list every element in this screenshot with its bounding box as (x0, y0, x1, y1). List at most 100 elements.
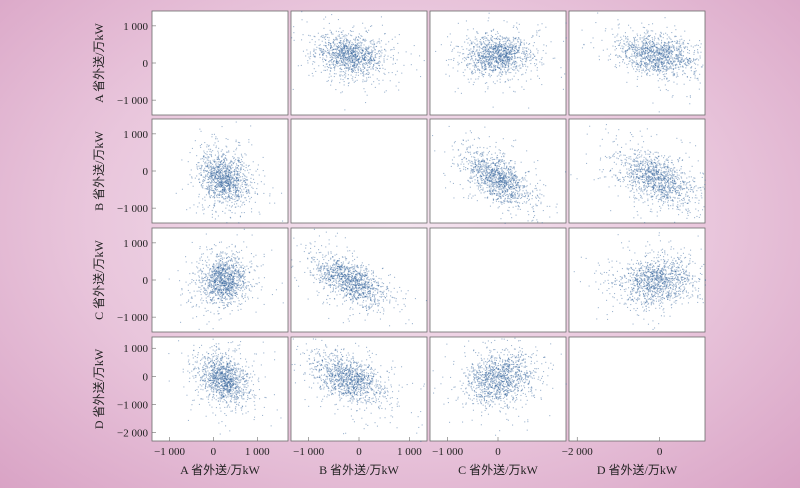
data-point (513, 37, 515, 39)
data-point (351, 59, 353, 61)
data-point (345, 61, 347, 63)
data-point (333, 53, 335, 55)
data-point (225, 185, 227, 187)
data-point (678, 48, 680, 50)
data-point (337, 56, 339, 58)
data-point (675, 67, 677, 69)
data-point (463, 75, 465, 77)
data-point (341, 45, 343, 47)
data-point (351, 58, 353, 60)
data-point (649, 63, 651, 65)
data-point (659, 51, 661, 53)
data-point (531, 198, 533, 200)
data-point (213, 133, 215, 135)
data-point (645, 47, 647, 49)
data-point (499, 81, 501, 83)
data-point (220, 150, 222, 152)
data-point (360, 69, 362, 71)
data-point (643, 48, 645, 50)
data-point (522, 64, 524, 66)
data-point (614, 36, 616, 38)
data-point (474, 70, 476, 72)
data-point (498, 67, 500, 69)
data-point (357, 58, 359, 60)
data-point (686, 96, 688, 98)
data-point (228, 189, 230, 191)
data-point (497, 193, 499, 195)
data-point (509, 57, 511, 59)
data-point (646, 31, 648, 33)
data-point (363, 56, 365, 58)
data-point (491, 36, 493, 38)
data-point (620, 36, 622, 38)
data-point (505, 59, 507, 61)
data-point (489, 47, 491, 49)
data-point (477, 59, 479, 61)
data-point (352, 51, 354, 53)
data-point (472, 72, 474, 74)
data-point (212, 166, 214, 168)
data-point (638, 66, 640, 68)
data-point (342, 51, 344, 53)
data-point (347, 49, 349, 51)
data-point (355, 74, 357, 76)
data-point (664, 17, 666, 19)
data-point (347, 58, 349, 60)
data-point (526, 180, 528, 182)
data-point (467, 63, 469, 65)
data-point (338, 55, 340, 57)
data-point (245, 187, 247, 189)
data-point (531, 57, 533, 59)
data-point (693, 73, 695, 75)
data-point (351, 44, 353, 46)
data-point (479, 161, 481, 163)
data-point (487, 51, 489, 53)
data-point (646, 62, 648, 64)
data-point (353, 53, 355, 55)
data-point (357, 53, 359, 55)
data-point (363, 39, 365, 41)
data-point (228, 165, 230, 167)
data-point (676, 57, 678, 59)
data-point (647, 36, 649, 38)
data-point (339, 50, 341, 52)
data-point (640, 64, 642, 66)
data-point (499, 45, 501, 47)
data-point (487, 50, 489, 52)
data-point (231, 178, 233, 180)
data-point (501, 38, 503, 40)
data-point (482, 51, 484, 53)
data-point (491, 54, 493, 56)
data-point (352, 61, 354, 63)
data-point (353, 55, 355, 57)
data-point (645, 59, 647, 61)
data-point (506, 54, 508, 56)
data-point (223, 168, 225, 170)
data-point (519, 56, 521, 58)
data-point (649, 40, 651, 42)
panel-A-C (429, 10, 567, 116)
data-point (340, 68, 342, 70)
data-point (238, 191, 240, 193)
data-point (358, 62, 360, 64)
data-point (356, 55, 358, 57)
data-point (210, 148, 212, 150)
data-point (322, 57, 324, 59)
data-point (653, 69, 655, 71)
data-point (634, 46, 636, 48)
data-point (224, 175, 226, 177)
data-point (354, 44, 356, 46)
data-point (700, 51, 702, 53)
data-point (612, 45, 614, 47)
data-point (344, 45, 346, 47)
data-point (514, 69, 516, 71)
data-point (649, 66, 651, 68)
data-point (687, 60, 689, 62)
data-point (499, 39, 501, 41)
data-point (244, 177, 246, 179)
data-point (631, 55, 633, 57)
data-point (495, 50, 497, 52)
data-point (340, 31, 342, 33)
data-point (253, 178, 255, 180)
data-point (657, 54, 659, 56)
